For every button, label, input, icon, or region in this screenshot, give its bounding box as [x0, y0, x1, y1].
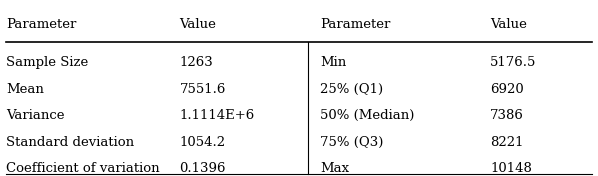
Text: Parameter: Parameter — [6, 18, 77, 31]
Text: Variance: Variance — [6, 109, 65, 122]
Text: Value: Value — [490, 18, 527, 31]
Text: 0.1396: 0.1396 — [179, 162, 226, 175]
Text: 5176.5: 5176.5 — [490, 56, 537, 69]
Text: Coefficient of variation: Coefficient of variation — [6, 162, 160, 175]
Text: Sample Size: Sample Size — [6, 56, 89, 69]
Text: Min: Min — [320, 56, 346, 69]
Text: 8221: 8221 — [490, 136, 524, 149]
Text: Max: Max — [320, 162, 349, 175]
Text: Mean: Mean — [6, 83, 44, 96]
Text: 1054.2: 1054.2 — [179, 136, 225, 149]
Text: 6920: 6920 — [490, 83, 524, 96]
Text: 1.1114E+6: 1.1114E+6 — [179, 109, 255, 122]
Text: 25% (Q1): 25% (Q1) — [320, 83, 383, 96]
Text: Standard deviation: Standard deviation — [6, 136, 134, 149]
Text: 10148: 10148 — [490, 162, 532, 175]
Text: 7551.6: 7551.6 — [179, 83, 226, 96]
Text: 50% (Median): 50% (Median) — [320, 109, 414, 122]
Text: Parameter: Parameter — [320, 18, 390, 31]
Text: 1263: 1263 — [179, 56, 213, 69]
Text: 75% (Q3): 75% (Q3) — [320, 136, 383, 149]
Text: 7386: 7386 — [490, 109, 524, 122]
Text: Value: Value — [179, 18, 216, 31]
